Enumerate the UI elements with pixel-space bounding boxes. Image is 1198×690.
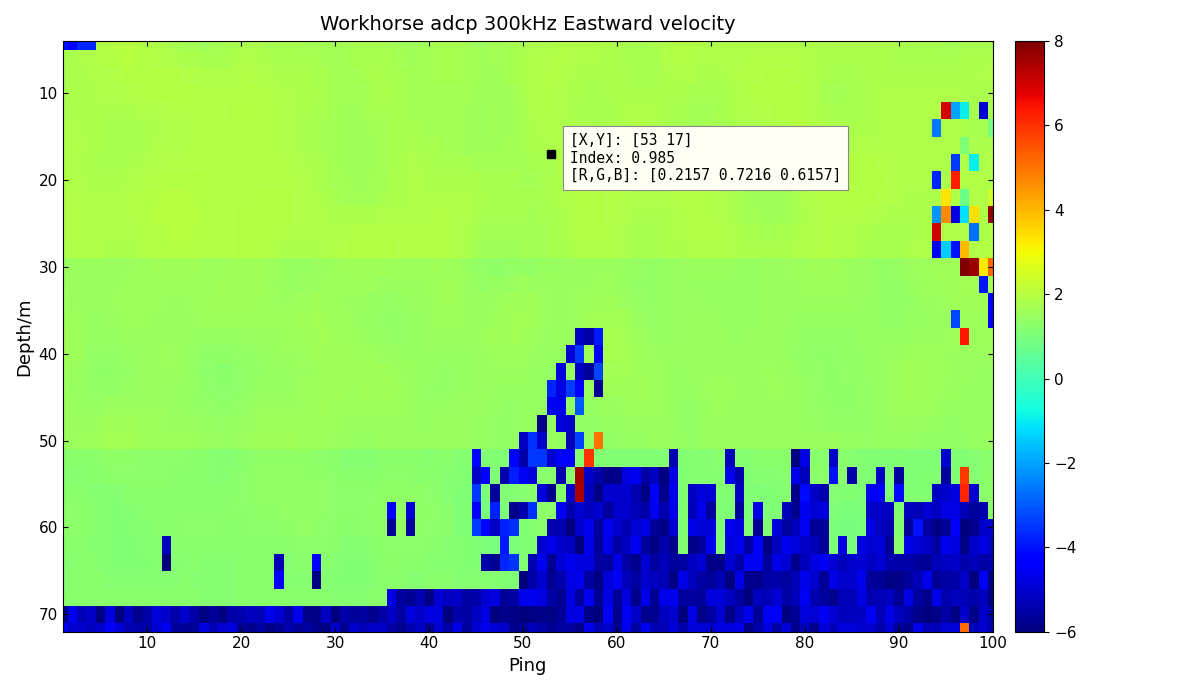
Title: Workhorse adcp 300kHz Eastward velocity: Workhorse adcp 300kHz Eastward velocity xyxy=(320,15,736,34)
Text: [X,Y]: [53 17]
Index: 0.985
[R,G,B]: [0.2157 0.7216 0.6157]: [X,Y]: [53 17] Index: 0.985 [R,G,B]: [0.… xyxy=(570,133,841,183)
Y-axis label: Depth/m: Depth/m xyxy=(16,297,34,375)
X-axis label: Ping: Ping xyxy=(508,657,546,675)
